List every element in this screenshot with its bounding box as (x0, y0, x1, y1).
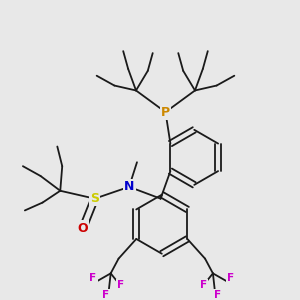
Text: F: F (117, 280, 124, 290)
Text: N: N (124, 180, 134, 193)
Text: S: S (90, 192, 99, 205)
Text: F: F (227, 273, 234, 283)
Text: F: F (214, 290, 221, 300)
Text: P: P (161, 106, 170, 118)
Text: F: F (102, 290, 109, 300)
Text: O: O (78, 222, 88, 235)
Text: F: F (200, 280, 207, 290)
Text: F: F (89, 273, 97, 283)
